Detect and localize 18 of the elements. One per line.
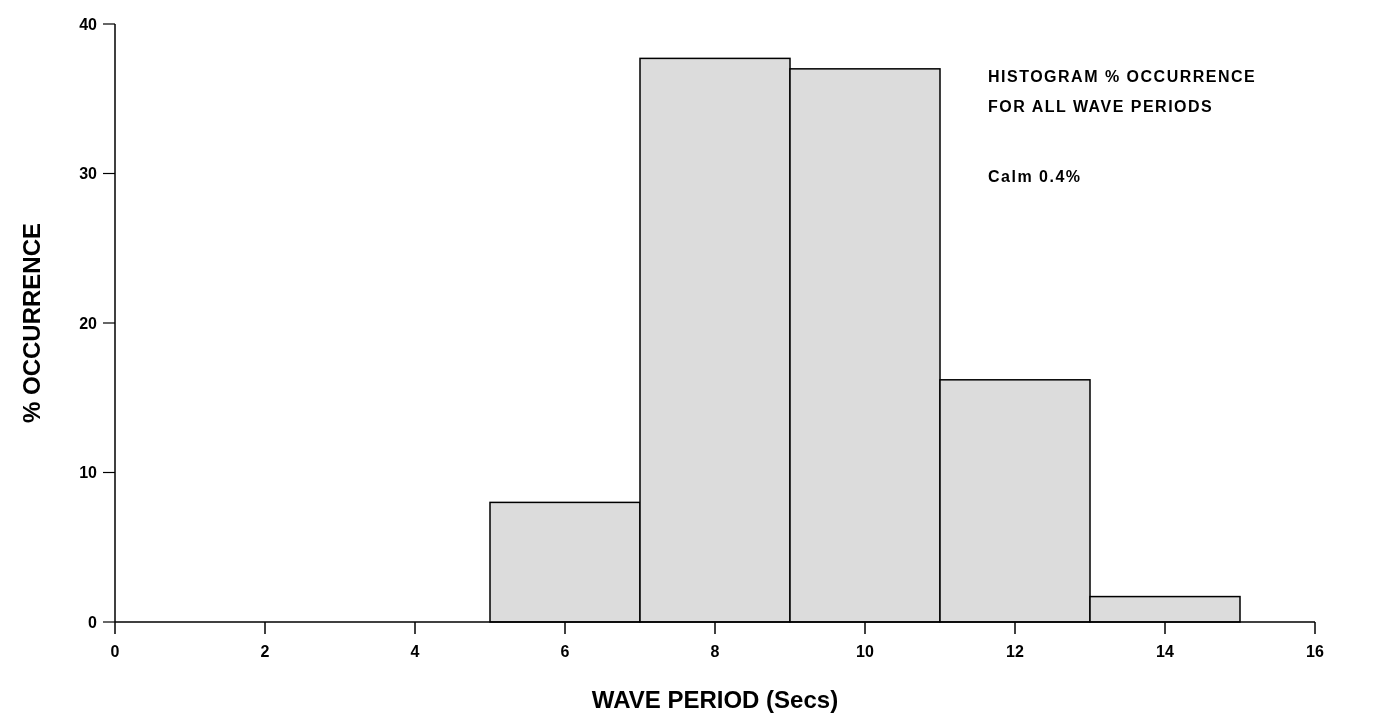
x-tick-label: 16 bbox=[1306, 643, 1324, 660]
y-tick-label: 30 bbox=[79, 165, 98, 183]
x-tick-label: 6 bbox=[560, 643, 570, 660]
y-tick-label: 10 bbox=[79, 464, 98, 482]
x-tick-label: 0 bbox=[110, 643, 120, 660]
y-axis-title: % OCCURRENCE bbox=[18, 222, 45, 424]
annotation: HISTOGRAM % OCCURRENCE FOR ALL WAVE PERIODS bbox=[988, 68, 1257, 115]
y-tick-label: 40 bbox=[79, 15, 98, 33]
y-tick-label: 20 bbox=[79, 314, 98, 332]
x-tick-label: 14 bbox=[1156, 643, 1174, 660]
x-tick-label: 8 bbox=[710, 643, 720, 660]
x-axis-title: WAVE PERIOD (Secs) bbox=[591, 686, 839, 713]
y-tick-label: 0 bbox=[88, 613, 98, 631]
annotation: Calm 0.4% bbox=[988, 168, 1082, 185]
x-tick-label: 4 bbox=[410, 643, 420, 660]
x-tick-label: 2 bbox=[260, 643, 270, 660]
x-tick-label: 12 bbox=[1006, 643, 1024, 660]
x-tick-label: 10 bbox=[856, 643, 874, 660]
